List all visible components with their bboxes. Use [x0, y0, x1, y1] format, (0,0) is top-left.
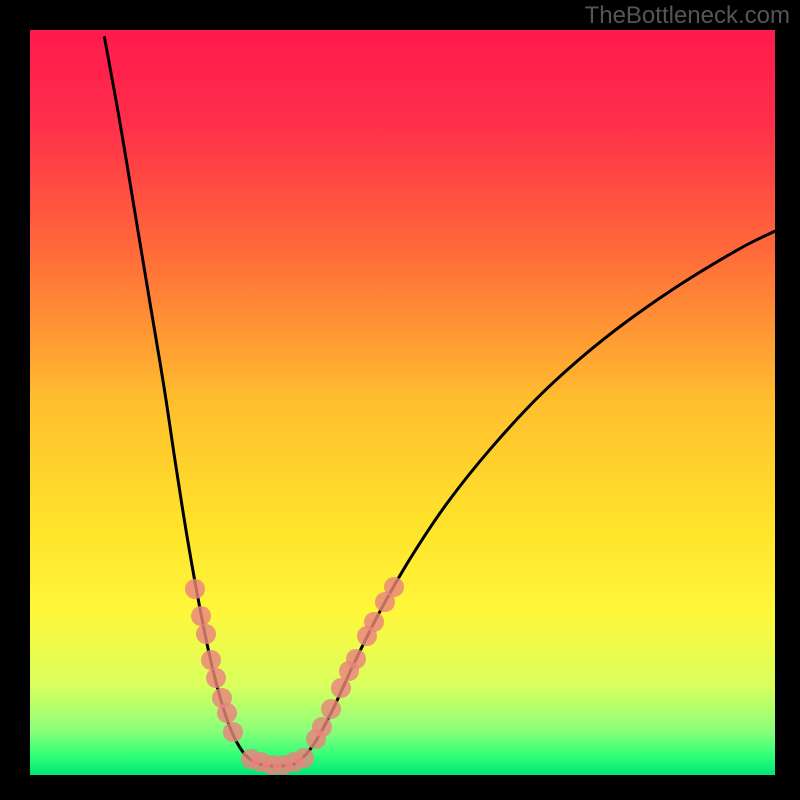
data-marker: [321, 699, 341, 719]
data-marker: [201, 650, 221, 670]
plot-area: [30, 30, 775, 775]
data-marker: [223, 722, 243, 742]
data-marker: [364, 612, 384, 632]
data-marker: [185, 579, 205, 599]
data-marker: [331, 678, 351, 698]
watermark-text: TheBottleneck.com: [585, 2, 790, 30]
data-marker: [191, 606, 211, 626]
data-marker: [196, 624, 216, 644]
data-marker: [346, 649, 366, 669]
v-curve: [30, 30, 775, 775]
data-marker: [206, 668, 226, 688]
data-marker: [312, 717, 332, 737]
data-marker: [384, 577, 404, 597]
data-marker: [217, 703, 237, 723]
data-marker: [294, 748, 314, 768]
